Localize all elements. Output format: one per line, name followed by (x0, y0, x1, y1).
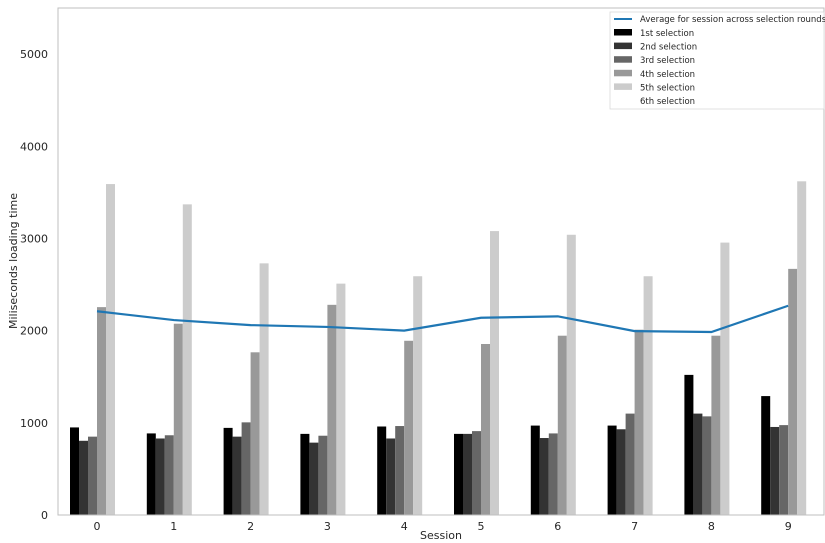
bar-4-session-0 (97, 307, 106, 515)
bar-1-session-3 (300, 433, 310, 515)
bar-5-session-4 (413, 276, 423, 515)
bar-4-session-6 (557, 335, 567, 515)
legend-label: 1st selection (640, 29, 694, 39)
bar-2-session-3 (309, 442, 319, 515)
bar-2-session-1 (155, 438, 165, 515)
bar-4-session-9 (788, 268, 798, 515)
x-axis-label: Session (420, 529, 462, 542)
bar-3-session-7 (625, 413, 635, 515)
bar-3-session-6 (548, 433, 558, 515)
bar-5-session-2 (259, 263, 269, 515)
bar-2-session-8 (693, 413, 703, 515)
average-line-group (96, 304, 789, 334)
bar-5-session-6 (566, 234, 576, 515)
x-tick-label: 8 (708, 520, 715, 533)
bar-2-session-4 (386, 438, 396, 515)
bar-1-session-9 (761, 396, 771, 515)
x-tick-label: 0 (94, 520, 101, 533)
y-tick-label: 4000 (20, 140, 48, 153)
legend-label: 4th selection (640, 70, 695, 80)
x-tick-label: 5 (478, 520, 485, 533)
bar-4-session-1 (173, 323, 183, 515)
legend-swatch (614, 29, 632, 36)
bar-1-session-4 (377, 426, 387, 515)
y-tick-label: 5000 (20, 48, 48, 61)
y-tick-label: 0 (41, 509, 48, 522)
bar-3-session-5 (472, 431, 481, 515)
bar-3-session-9 (779, 425, 789, 515)
x-tick-label: 2 (247, 520, 254, 533)
legend-label: 3rd selection (640, 56, 695, 66)
bar-5-session-7 (643, 276, 653, 515)
bar-2-session-5 (463, 433, 472, 515)
bar-1-session-0 (70, 427, 79, 515)
x-tick-label: 9 (785, 520, 792, 533)
legend-swatch (614, 69, 632, 77)
bar-2-session-2 (232, 436, 242, 515)
bar-3-session-4 (395, 426, 405, 515)
y-axis-label: Miliseconds loading time (7, 193, 20, 329)
bar-5-session-0 (106, 184, 115, 516)
bar-4-session-5 (481, 344, 490, 515)
bar-4-session-8 (711, 335, 721, 515)
bar-5-session-5 (490, 231, 499, 515)
y-ticks: 0 1000 2000 3000 4000 5000 (20, 48, 48, 522)
bar-2-session-6 (539, 438, 549, 515)
bar-1-session-1 (146, 433, 156, 515)
bar-4-session-7 (634, 329, 644, 515)
bar-1-session-6 (530, 425, 540, 515)
legend-label: 2nd selection (640, 43, 697, 53)
x-tick-label: 6 (554, 520, 561, 533)
bar-3-session-1 (164, 435, 174, 515)
bars (70, 181, 807, 516)
legend-swatch (614, 97, 632, 104)
bar-5-session-9 (797, 181, 807, 515)
bar-1-session-8 (684, 374, 694, 515)
bar-1-session-7 (607, 425, 617, 515)
y-tick-label: 2000 (20, 325, 48, 338)
x-tick-label: 1 (170, 520, 177, 533)
bar-1-session-2 (223, 427, 233, 515)
legend: Average for session across selection rou… (609, 11, 825, 110)
x-tick-label: 3 (324, 520, 331, 533)
legend-label: 6th selection (640, 97, 695, 107)
legend-swatch (614, 56, 632, 63)
x-tick-label: 7 (631, 520, 638, 533)
bar-2-session-9 (770, 426, 780, 515)
x-tick-label: 4 (401, 520, 408, 533)
bar-1-session-5 (454, 433, 463, 515)
legend-line-label: Average for session across selection rou… (640, 15, 825, 25)
legend-label: 5th selection (640, 83, 695, 93)
bar-5-session-8 (720, 242, 730, 515)
x-ticks: 0 1 2 3 4 5 6 7 8 9 (94, 520, 792, 533)
bar-3-session-0 (88, 436, 97, 515)
legend-swatch (614, 83, 632, 90)
bar-4-session-3 (327, 304, 337, 515)
bar-2-session-0 (79, 440, 88, 515)
bar-5-session-1 (182, 204, 192, 515)
bar-4-session-4 (404, 340, 414, 515)
bar-4-session-2 (250, 352, 260, 515)
average-line (96, 304, 789, 334)
legend-swatch (614, 42, 632, 50)
bar-3-session-3 (318, 435, 328, 515)
bar-3-session-8 (702, 416, 712, 515)
y-tick-label: 1000 (20, 417, 48, 430)
plot-frame (57, 7, 825, 516)
y-tick-label: 3000 (20, 232, 48, 245)
legend-frame (609, 11, 825, 110)
bar-2-session-7 (616, 429, 626, 515)
bar-5-session-3 (336, 283, 346, 515)
bar-3-session-2 (241, 422, 251, 515)
